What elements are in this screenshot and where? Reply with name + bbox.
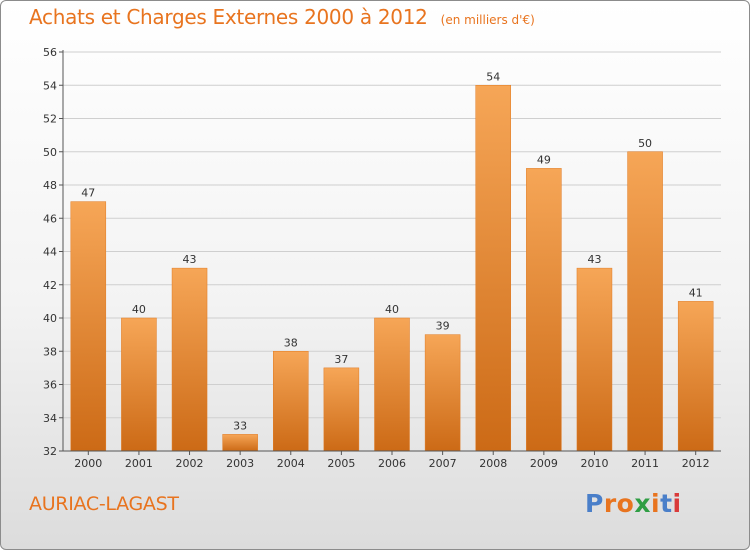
chart-title: Achats et Charges Externes 2000 à 2012 (… [29, 5, 535, 29]
bar [171, 267, 208, 452]
data-label: 33 [233, 419, 247, 432]
x-tick-label: 2004 [277, 457, 305, 470]
y-tick-label: 44 [43, 246, 57, 259]
data-labels: 47 40 43 33 38 37 40 39 54 49 43 50 41 [81, 70, 702, 432]
logo-letter: o [616, 489, 635, 518]
data-label: 38 [284, 336, 298, 349]
x-tick-label: 2008 [479, 457, 507, 470]
y-tick-label: 46 [43, 212, 57, 225]
x-tick-label: 2009 [530, 457, 558, 470]
chart-title-text: Achats et Charges Externes 2000 à 2012 [29, 5, 428, 29]
y-tick-label: 40 [43, 312, 57, 325]
y-tick-label: 42 [43, 279, 57, 292]
y-tick-label: 48 [43, 179, 57, 192]
chart-unit-note: (en milliers d'€) [440, 13, 535, 27]
x-tick-label: 2000 [74, 457, 102, 470]
bar [273, 351, 309, 452]
data-label: 37 [334, 353, 348, 366]
y-tick-label: 54 [43, 79, 57, 92]
bar [475, 85, 511, 452]
bar [424, 334, 461, 452]
data-label: 54 [486, 70, 500, 83]
data-label: 40 [385, 303, 399, 316]
bar [121, 317, 157, 452]
bar [526, 168, 562, 452]
x-tick-label: 2003 [226, 457, 254, 470]
x-tick-label: 2007 [429, 457, 457, 470]
x-tick-label: 2001 [125, 457, 153, 470]
y-tick-label: 32 [43, 445, 57, 458]
data-label: 39 [436, 320, 450, 333]
x-tick-label: 2011 [631, 457, 659, 470]
x-tick-label: 2005 [327, 457, 355, 470]
data-label: 43 [183, 253, 197, 266]
logo-letter: x [634, 489, 651, 518]
bar [576, 267, 613, 452]
x-tick-label: 2010 [580, 457, 608, 470]
logo-letter: t [660, 489, 673, 518]
data-label: 50 [638, 137, 652, 150]
x-tick-label: 2006 [378, 457, 406, 470]
bars [70, 85, 714, 452]
data-label: 43 [587, 253, 601, 266]
data-label: 40 [132, 303, 146, 316]
bar [627, 151, 663, 452]
y-tick-label: 38 [43, 345, 57, 358]
bar [323, 367, 360, 452]
logo-letter: i [651, 489, 661, 518]
logo-letter: r [603, 489, 617, 518]
y-tick-label: 36 [43, 379, 57, 392]
proxiti-logo: Proxiti [585, 489, 682, 518]
y-tick-label: 56 [43, 46, 57, 59]
logo-letter: P [585, 489, 604, 518]
y-tick-label: 52 [43, 113, 57, 126]
bar [70, 201, 107, 452]
logo-letter: i [672, 489, 682, 518]
place-name: AURIAC-LAGAST [29, 493, 179, 515]
data-label: 47 [81, 187, 95, 200]
y-tick-label: 34 [43, 412, 57, 425]
x-tick-label: 2012 [682, 457, 710, 470]
data-label: 41 [689, 286, 703, 299]
axes: 32 34 36 38 40 42 44 46 48 50 52 54 56 2000 2001 2002 20… [43, 46, 721, 470]
data-label: 49 [537, 153, 551, 166]
bar [374, 317, 410, 452]
x-tick-label: 2002 [176, 457, 204, 470]
bar [222, 434, 258, 452]
bar [677, 301, 714, 452]
y-tick-label: 50 [43, 146, 57, 159]
